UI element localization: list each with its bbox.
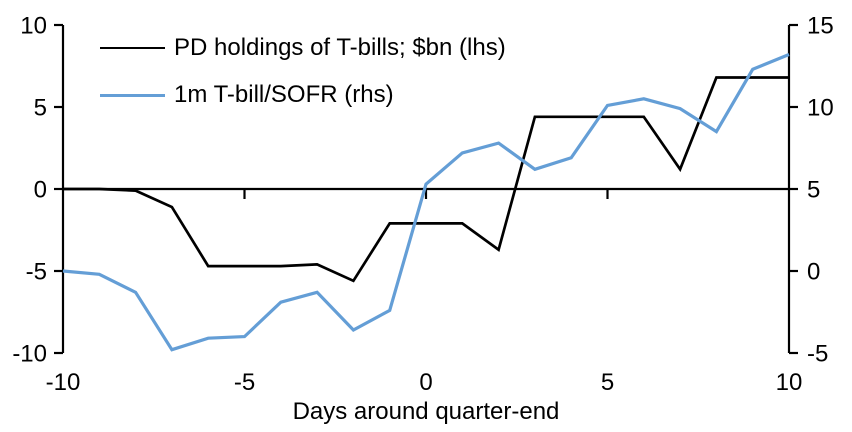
legend-item-pd-holdings: PD holdings of T-bills; $bn (lhs)	[100, 34, 506, 62]
left-axis-tick-label: 5	[34, 94, 47, 121]
pd-holdings-line	[63, 76, 789, 283]
legend-blue-line-icon	[100, 93, 165, 97]
x-axis-tick-label: -5	[234, 369, 255, 396]
x-axis-title: Days around quarter-end	[292, 398, 560, 425]
left-axis-tick-label: 10	[20, 12, 47, 39]
legend-label-pd-holdings: PD holdings of T-bills; $bn (lhs)	[174, 34, 506, 61]
right-axis-tick-label: 15	[807, 12, 834, 39]
left-axis-tick-label: 0	[34, 176, 47, 203]
x-axis-tick-label: 10	[776, 369, 803, 396]
left-axis-tick-label: -10	[12, 340, 47, 367]
legend-label-tbill-sofr: 1m T-bill/SOFR (rhs)	[174, 81, 394, 108]
x-axis-tick-label: 0	[419, 369, 432, 396]
right-axis-tick-label: -5	[807, 340, 828, 367]
legend-black-line-icon	[100, 47, 165, 49]
x-axis-tick-label: -10	[46, 369, 81, 396]
tbill-sofr-line	[62, 53, 790, 352]
x-axis-tick-label: 5	[601, 369, 614, 396]
legend-item-tbill-sofr: 1m T-bill/SOFR (rhs)	[100, 81, 506, 109]
legend: PD holdings of T-bills; $bn (lhs) 1m T-b…	[100, 34, 506, 109]
right-axis-tick-label: 5	[807, 176, 820, 203]
left-axis-tick-label: -5	[26, 258, 47, 285]
right-axis-tick-label: 0	[807, 258, 820, 285]
right-axis-tick-label: 10	[807, 94, 834, 121]
